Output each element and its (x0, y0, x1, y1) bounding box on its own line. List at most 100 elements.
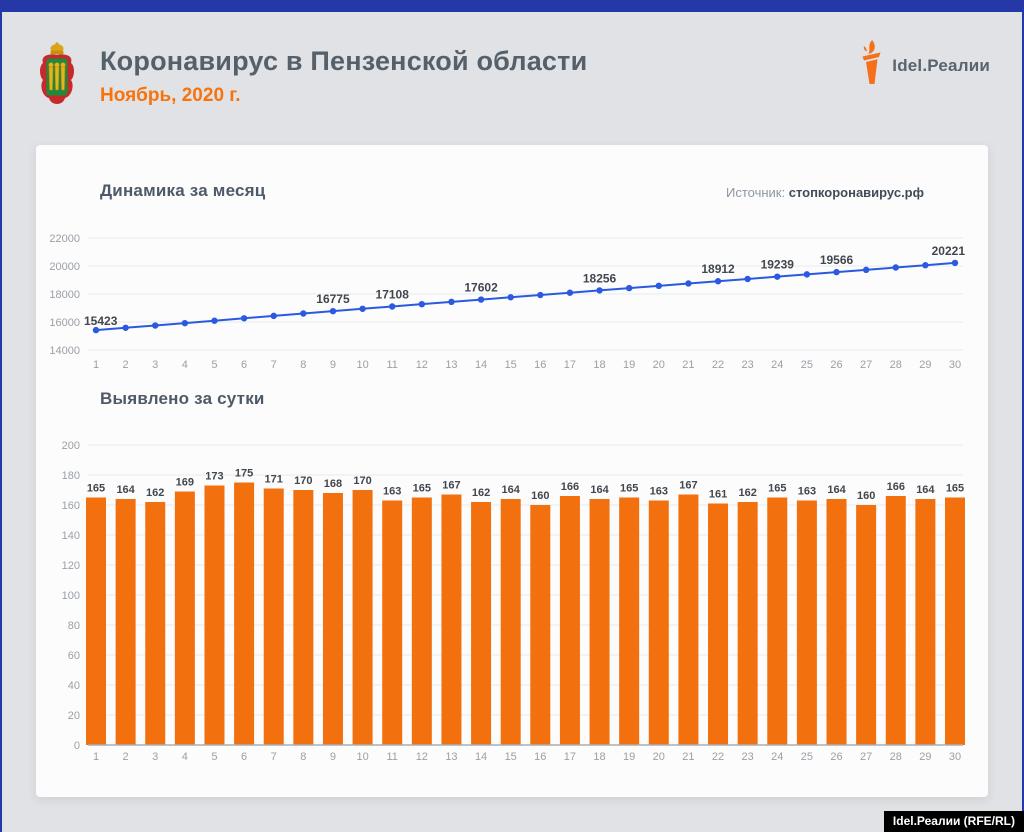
brand-name: Idel.Реалии (892, 55, 990, 75)
svg-text:162: 162 (738, 487, 756, 499)
svg-text:24: 24 (771, 359, 783, 371)
svg-text:165: 165 (413, 483, 431, 495)
svg-text:18912: 18912 (701, 262, 735, 276)
svg-text:14000: 14000 (49, 345, 80, 357)
svg-text:9: 9 (330, 359, 336, 371)
svg-text:30: 30 (949, 751, 961, 763)
svg-text:160: 160 (857, 490, 875, 502)
svg-text:165: 165 (87, 483, 105, 495)
svg-text:167: 167 (679, 480, 697, 492)
svg-text:161: 161 (709, 489, 727, 501)
svg-text:20221: 20221 (932, 244, 966, 258)
svg-text:163: 163 (798, 486, 816, 498)
line-chart-title: Динамика за месяц (100, 181, 266, 200)
penza-coat-of-arms-icon (38, 42, 76, 113)
svg-text:6: 6 (241, 359, 247, 371)
svg-text:17602: 17602 (464, 281, 498, 295)
svg-text:20: 20 (653, 359, 665, 371)
top-accent-bar (0, 0, 1024, 12)
svg-text:25: 25 (801, 359, 813, 371)
svg-text:17: 17 (564, 751, 576, 763)
svg-text:12: 12 (416, 359, 428, 371)
svg-text:19566: 19566 (820, 253, 854, 267)
svg-text:7: 7 (271, 359, 277, 371)
bar-chart-title: Выявлено за сутки (100, 389, 265, 408)
svg-text:15: 15 (505, 751, 517, 763)
chart-card: Динамика за месяц Источник: стопкоронави… (36, 145, 988, 797)
svg-text:166: 166 (887, 481, 905, 493)
svg-text:165: 165 (768, 483, 786, 495)
svg-text:164: 164 (590, 484, 609, 496)
svg-text:16: 16 (534, 359, 546, 371)
svg-text:18: 18 (593, 751, 605, 763)
svg-text:140: 140 (62, 530, 80, 542)
svg-text:15: 15 (505, 359, 517, 371)
svg-text:162: 162 (146, 487, 164, 499)
svg-text:20: 20 (68, 710, 80, 722)
svg-text:1: 1 (93, 751, 99, 763)
svg-text:18: 18 (593, 359, 605, 371)
svg-text:18256: 18256 (583, 271, 617, 285)
svg-text:11: 11 (386, 359, 397, 371)
svg-text:175: 175 (235, 468, 253, 480)
torch-icon (858, 40, 885, 91)
svg-text:30: 30 (949, 359, 961, 371)
svg-text:21: 21 (682, 359, 694, 371)
svg-text:27: 27 (860, 751, 872, 763)
svg-text:18000: 18000 (49, 289, 80, 301)
svg-text:17: 17 (564, 359, 576, 371)
svg-text:40: 40 (68, 680, 80, 692)
svg-text:3: 3 (152, 751, 158, 763)
svg-text:14: 14 (475, 359, 487, 371)
svg-text:60: 60 (68, 650, 80, 662)
svg-text:8: 8 (300, 751, 306, 763)
svg-text:22000: 22000 (49, 233, 80, 245)
svg-text:26: 26 (830, 751, 842, 763)
svg-text:10: 10 (356, 751, 368, 763)
svg-text:2: 2 (123, 359, 129, 371)
svg-text:164: 164 (827, 484, 846, 496)
svg-text:16000: 16000 (49, 317, 80, 329)
svg-text:160: 160 (531, 490, 549, 502)
svg-text:165: 165 (620, 483, 638, 495)
svg-text:13: 13 (445, 751, 457, 763)
svg-text:21: 21 (682, 751, 694, 763)
svg-text:163: 163 (650, 486, 668, 498)
svg-text:29: 29 (919, 751, 931, 763)
svg-text:26: 26 (830, 359, 842, 371)
svg-text:5: 5 (211, 359, 217, 371)
svg-text:164: 164 (116, 484, 135, 496)
source-note: Источник: стопкоронавирус.рф (726, 185, 924, 200)
svg-text:173: 173 (205, 471, 223, 483)
svg-text:170: 170 (294, 475, 312, 487)
svg-text:27: 27 (860, 359, 872, 371)
svg-text:165: 165 (946, 483, 964, 495)
svg-text:14: 14 (475, 751, 487, 763)
svg-text:13: 13 (445, 359, 457, 371)
page-subtitle: Ноябрь, 2020 г. (100, 85, 241, 106)
svg-text:1: 1 (93, 359, 99, 371)
svg-text:4: 4 (182, 359, 188, 371)
svg-text:29: 29 (919, 359, 931, 371)
svg-text:16775: 16775 (316, 292, 350, 306)
svg-text:22: 22 (712, 751, 724, 763)
svg-text:170: 170 (353, 475, 371, 487)
svg-text:19239: 19239 (761, 258, 795, 272)
svg-text:7: 7 (271, 751, 277, 763)
svg-text:19: 19 (623, 359, 635, 371)
svg-text:168: 168 (324, 478, 342, 490)
svg-text:9: 9 (330, 751, 336, 763)
right-accent-border (1022, 0, 1024, 832)
svg-text:5: 5 (211, 751, 217, 763)
svg-text:160: 160 (62, 500, 80, 512)
svg-text:120: 120 (62, 560, 80, 572)
svg-text:171: 171 (265, 474, 283, 486)
svg-text:20000: 20000 (49, 261, 80, 273)
svg-text:100: 100 (62, 590, 80, 602)
svg-text:23: 23 (742, 359, 754, 371)
svg-text:6: 6 (241, 751, 247, 763)
svg-text:3: 3 (152, 359, 158, 371)
svg-text:180: 180 (62, 470, 80, 482)
svg-text:200: 200 (62, 440, 80, 452)
